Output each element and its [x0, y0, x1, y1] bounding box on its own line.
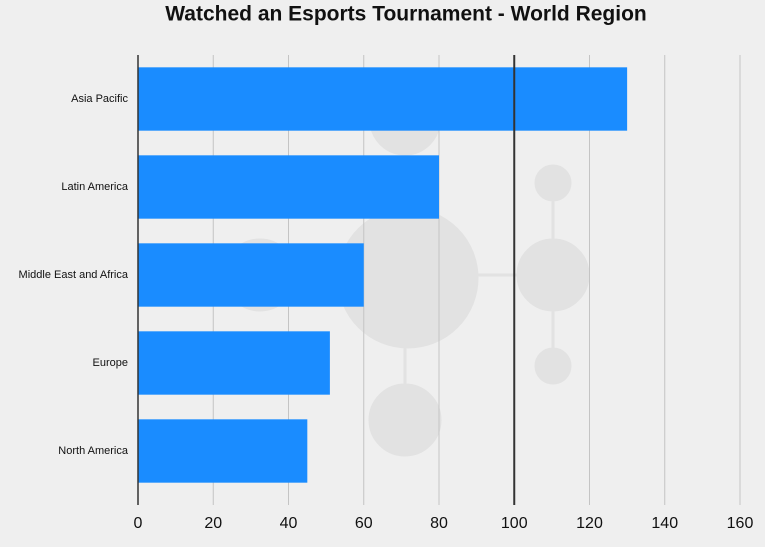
bar — [138, 419, 308, 483]
x-tick-label: 140 — [651, 515, 678, 532]
y-tick-label: Europe — [93, 357, 128, 369]
y-tick-label: Latin America — [61, 181, 129, 193]
bar — [138, 243, 364, 307]
bar — [138, 155, 439, 219]
x-tick-label: 100 — [501, 515, 528, 532]
x-tick-label: 20 — [204, 515, 222, 532]
y-tick-label: Middle East and Africa — [19, 269, 129, 281]
x-tick-label: 60 — [355, 515, 373, 532]
bar — [138, 67, 628, 131]
x-tick-label: 40 — [280, 515, 298, 532]
x-tick-label: 0 — [134, 515, 143, 532]
y-tick-label: North America — [58, 445, 129, 457]
x-tick-label: 160 — [727, 515, 754, 532]
x-tick-label: 120 — [576, 515, 603, 532]
y-tick-label: Asia Pacific — [71, 93, 128, 105]
x-tick-label: 80 — [430, 515, 448, 532]
chart-title: Watched an Esports Tournament - World Re… — [165, 3, 646, 26]
bar — [138, 331, 330, 395]
